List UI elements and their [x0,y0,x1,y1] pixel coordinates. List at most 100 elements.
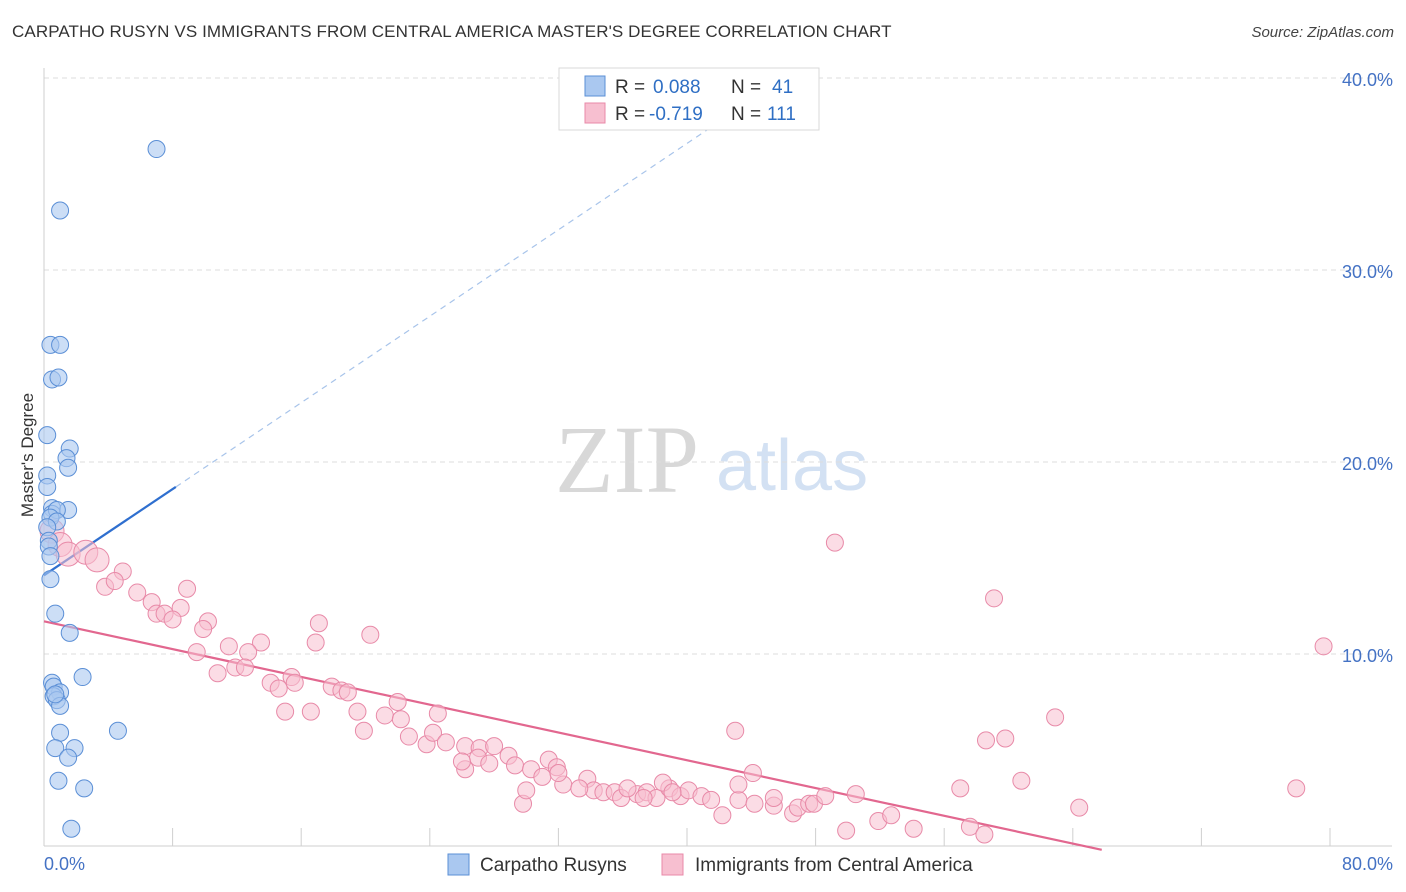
point-central-america-100 [1287,779,1306,798]
point-carpatho-rusyns-32 [108,721,127,740]
point-central-america-110 [517,781,536,800]
point-central-america-84 [816,787,835,806]
point-carpatho-rusyns-11 [38,477,57,496]
bottom-legend-swatch-pink [661,853,684,876]
y-axis-label: Master's Degree [18,393,37,517]
point-central-america-109 [452,752,471,771]
point-central-america-44 [424,723,443,742]
point-central-america-16 [194,620,213,639]
point-central-america-86 [846,785,865,804]
point-carpatho-rusyns-35 [46,739,65,758]
point-central-america-18 [361,625,380,644]
point-carpatho-rusyns-38 [75,779,94,798]
point-central-america-76 [729,775,748,794]
point-central-america-45 [436,733,455,752]
point-central-america-22 [187,643,206,662]
data-points [38,140,1333,844]
legend-r-value-1: 0.088 [653,77,701,98]
chart-title: CARPATHO RUSYN VS IMMIGRANTS FROM CENTRA… [12,22,892,41]
legend-r-label-2: R = [615,104,645,125]
point-central-america-93 [975,825,994,844]
y-tick-label-40: 40.0% [1342,70,1393,90]
point-carpatho-rusyns-3 [51,335,70,354]
trend-line-central-america [43,620,1102,851]
point-carpatho-rusyns-21 [41,547,60,566]
point-central-america-17 [309,614,328,633]
point-central-america-90 [904,819,923,838]
point-central-america-19 [219,637,238,656]
trend-line-carpatho-rusyns-extension [175,115,728,488]
point-central-america-92 [960,817,979,836]
point-central-america-95 [976,731,995,750]
point-carpatho-rusyns-22 [41,570,60,589]
point-central-america-73 [702,790,721,809]
point-central-america-14 [163,610,182,629]
point-central-america-108 [663,783,682,802]
watermark-atlas: atlas [716,426,868,506]
point-carpatho-rusyns-1 [51,201,70,220]
point-carpatho-rusyns-33 [51,723,70,742]
point-central-america-37 [375,706,394,725]
point-central-america-94 [985,589,1004,608]
x-tick-label-80: 80.0% [1342,854,1393,874]
legend-r-label-1: R = [615,77,645,98]
point-carpatho-rusyns-6 [38,426,57,445]
point-central-america-97 [1012,771,1031,790]
point-central-america-35 [301,702,320,721]
point-carpatho-rusyns-40 [46,685,65,704]
point-central-america-33 [338,683,357,702]
point-central-america-29 [269,679,288,698]
point-central-america-99 [1070,798,1089,817]
bottom-legend-label-2: Immigrants from Central America [695,855,973,876]
point-central-america-24 [208,664,227,683]
point-carpatho-rusyns-0 [147,140,166,159]
watermark-zip: ZIP [555,406,699,513]
point-central-america-102 [726,721,745,740]
point-central-america-42 [399,727,418,746]
point-carpatho-rusyns-5 [49,368,68,387]
point-central-america-21 [306,633,325,652]
y-tick-label-10: 10.0% [1342,646,1393,666]
point-central-america-30 [285,673,304,692]
bottom-legend-label-1: Carpatho Rusyns [480,855,627,876]
point-central-america-103 [743,764,762,783]
point-central-america-85 [837,821,856,840]
point-central-america-4 [84,547,110,573]
tick-labels: 10.0% 20.0% 30.0% 40.0% 0.0% 80.0% [44,70,1393,874]
point-carpatho-rusyns-23 [46,604,65,623]
correlation-legend: R = 0.088 N = 41 R = -0.719 N = 111 [558,67,820,131]
point-central-america-8 [178,579,197,598]
point-central-america-53 [480,754,499,773]
point-central-america-40 [428,704,447,723]
point-carpatho-rusyns-24 [60,623,79,642]
point-central-america-98 [1046,708,1065,727]
point-central-america-89 [882,806,901,825]
point-central-america-20 [252,633,271,652]
point-central-america-38 [388,693,407,711]
point-central-america-7 [105,572,124,591]
point-central-america-34 [276,702,295,721]
x-tick-label-0: 0.0% [44,854,85,874]
legend-n-label-2: N = [731,104,761,125]
point-central-america-36 [348,702,367,721]
point-central-america-23 [239,643,258,662]
point-carpatho-rusyns-37 [49,771,68,790]
point-central-america-91 [951,779,970,798]
point-central-america-59 [549,764,568,783]
point-carpatho-rusyns-39 [62,819,81,838]
point-central-america-50 [505,756,524,775]
point-central-america-48 [485,737,504,756]
point-carpatho-rusyns-9 [59,458,78,477]
point-central-america-77 [745,794,764,813]
grid-lines [44,77,1392,655]
point-central-america-58 [533,767,552,786]
bottom-legend-swatch-blue [447,853,470,876]
point-central-america-96 [996,729,1015,748]
legend-n-value-2: 111 [767,104,796,125]
point-central-america-39 [391,710,410,729]
legend-swatch-blue [584,75,606,97]
point-carpatho-rusyns-26 [73,668,92,687]
axes [43,68,1392,847]
point-carpatho-rusyns-36 [59,748,78,767]
